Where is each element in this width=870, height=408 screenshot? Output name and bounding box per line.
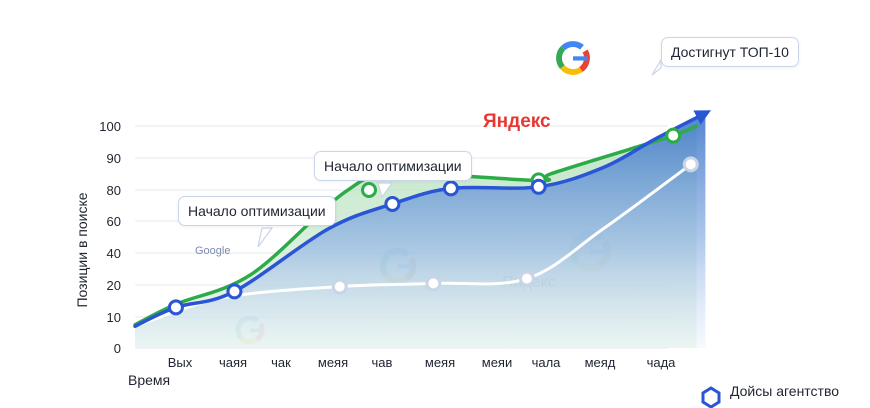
yandex-logo: Яндекс	[483, 111, 551, 132]
x-tick-label: чав	[372, 355, 393, 370]
callout-pointer	[257, 227, 274, 248]
callout-optimization-start-2: Начало оптимизации	[314, 151, 472, 181]
series-markers	[167, 127, 699, 316]
google-g-logo-icon	[556, 41, 590, 75]
marker-white	[518, 270, 535, 287]
callout-pointers	[257, 57, 662, 248]
x-tick-label: чада	[647, 355, 677, 370]
x-tick-label: меяя	[318, 355, 348, 370]
x-axis-title: Время	[128, 372, 171, 388]
y-axis-title: Позиции в поиске	[74, 192, 90, 308]
y-tick-label: 20	[107, 278, 121, 293]
marker-white	[331, 278, 348, 295]
marker-blue	[384, 195, 401, 212]
x-tick-label: меяд	[585, 355, 616, 370]
blue-area-fill	[135, 113, 706, 348]
x-tick-label: Выx	[168, 355, 193, 370]
y-tick-label: 100	[99, 119, 121, 134]
google-wordmark-watermark: Google	[195, 245, 230, 257]
agency-brand-name: Дойсы агентство	[730, 383, 840, 399]
x-tick-label: чаяя	[219, 355, 247, 370]
x-tick-label: меяи	[482, 355, 512, 370]
callout-optimization-start-1: Начало оптимизации	[178, 196, 336, 226]
marker-blue	[167, 299, 184, 316]
marker-blue	[226, 283, 243, 300]
x-tick-label: чак	[271, 355, 291, 370]
y-tick-label: 60	[107, 214, 121, 229]
marker-green	[665, 127, 682, 144]
callout-pointer	[651, 57, 662, 76]
marker-green	[361, 182, 377, 198]
series-line-blue	[133, 110, 711, 329]
y-tick-label: 90	[107, 151, 121, 166]
agency-logo-icon	[701, 386, 721, 408]
marker-blue	[530, 178, 547, 195]
callout-top10-reached: Достигнут ТОП-10	[661, 37, 799, 67]
x-axis-ticks: Выx чаяя чак меяя чав меяя меяи чала меяд чада	[168, 355, 676, 370]
y-tick-label: 40	[107, 246, 121, 261]
y-tick-label: 0	[114, 341, 121, 356]
y-axis-ticks: 0 10 20 40 60 80 90 100	[99, 119, 121, 356]
x-tick-label: меяя	[425, 355, 455, 370]
callout-pointer	[377, 182, 394, 199]
x-tick-label: чала	[532, 355, 562, 370]
marker-white	[425, 275, 442, 292]
marker-blue	[442, 180, 459, 197]
marker-white	[682, 156, 699, 173]
y-tick-label: 10	[107, 310, 121, 325]
y-tick-label: 80	[107, 183, 121, 198]
